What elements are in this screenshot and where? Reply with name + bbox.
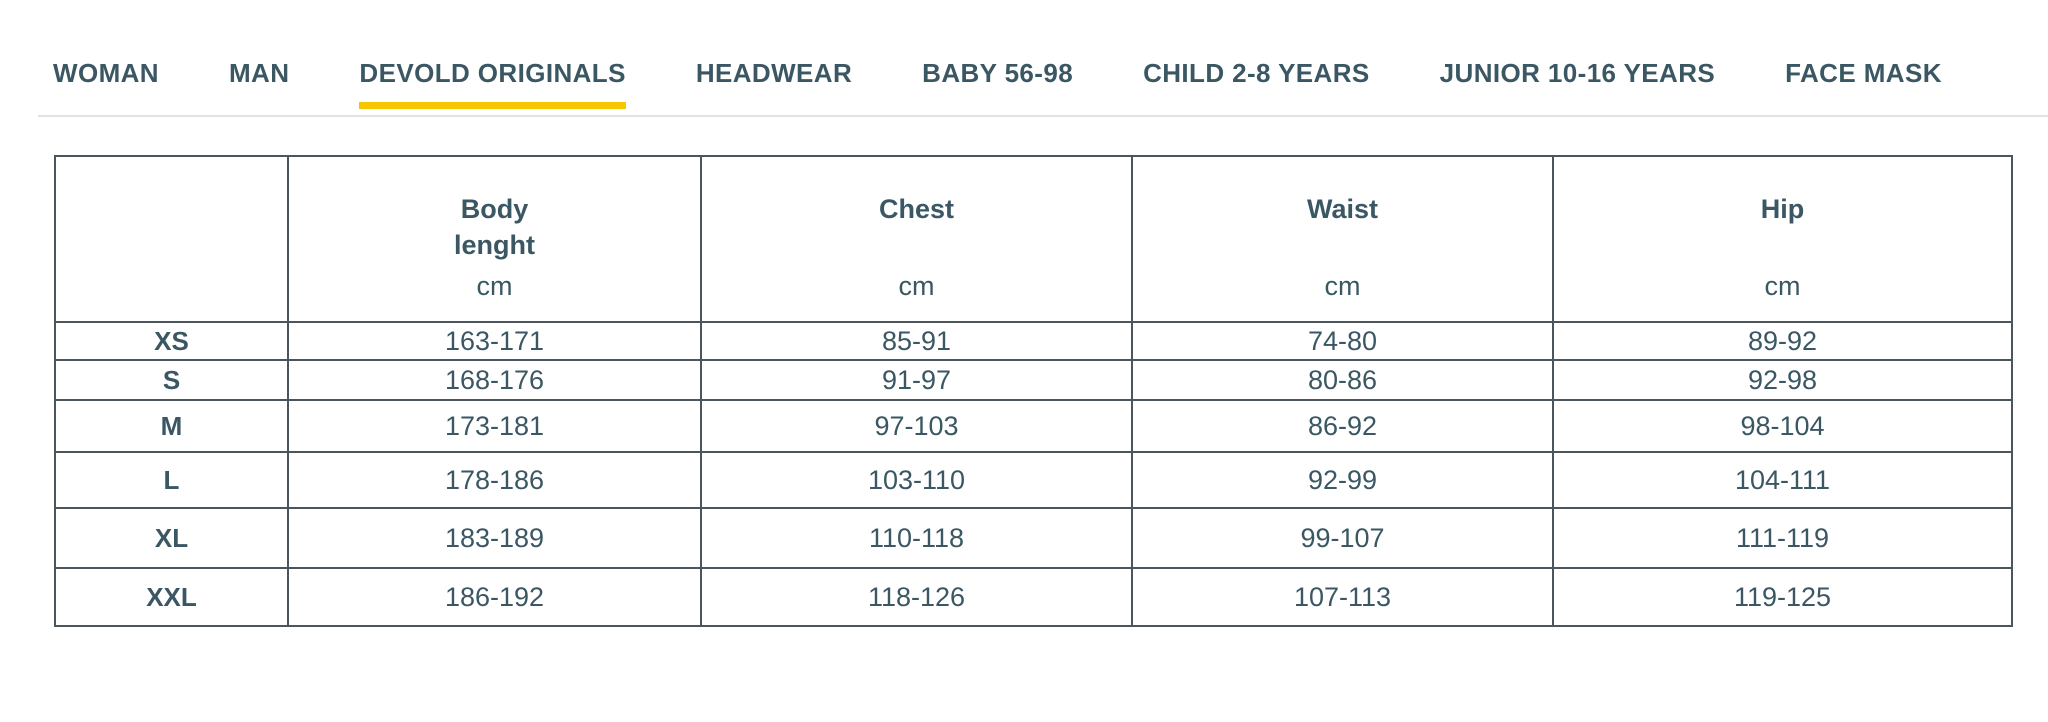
column-header-body-length: Body lenght cm <box>287 155 702 323</box>
table-header-row: Body lenght cm Chest cm Waist cm Hip <box>54 155 2013 323</box>
tab-bar-divider <box>38 115 2048 117</box>
hip-value: 111-119 <box>1552 507 2013 569</box>
body-length-value: 183-189 <box>287 507 702 569</box>
tab-face-mask[interactable]: FACE MASK <box>1785 58 1942 88</box>
size-label: M <box>54 399 289 453</box>
column-unit: cm <box>476 271 513 301</box>
hip-value: 104-111 <box>1552 451 2013 509</box>
chest-value: 97-103 <box>700 399 1133 453</box>
column-unit: cm <box>898 271 935 301</box>
table-row: M 173-181 97-103 86-92 98-104 <box>54 399 2013 453</box>
body-length-value: 173-181 <box>287 399 702 453</box>
table-row: S 168-176 91-97 80-86 92-98 <box>54 359 2013 401</box>
column-header-size <box>54 155 289 323</box>
chest-value: 110-118 <box>700 507 1133 569</box>
tab-headwear[interactable]: HEADWEAR <box>695 58 853 88</box>
body-length-value: 168-176 <box>287 359 702 401</box>
size-label: XXL <box>54 567 289 627</box>
waist-value: 92-99 <box>1131 451 1554 509</box>
hip-value: 89-92 <box>1552 321 2013 361</box>
size-label: XS <box>54 321 289 361</box>
body-length-value: 178-186 <box>287 451 702 509</box>
tab-man[interactable]: MAN <box>228 58 290 88</box>
column-title: Chest <box>878 194 954 224</box>
tab-child-2-8-years[interactable]: CHILD 2-8 YEARS <box>1143 58 1370 88</box>
column-header-waist: Waist cm <box>1131 155 1554 323</box>
size-chart-table: Body lenght cm Chest cm Waist cm Hip <box>54 155 2013 627</box>
tab-baby-56-98[interactable]: BABY 56-98 <box>922 58 1074 88</box>
size-label: L <box>54 451 289 509</box>
waist-value: 107-113 <box>1131 567 1554 627</box>
column-title: Hip <box>1760 194 1805 224</box>
column-title: Body lenght <box>454 194 535 260</box>
hip-value: 92-98 <box>1552 359 2013 401</box>
size-guide-category-tabs: WOMAN MAN DEVOLD ORIGINALS HEADWEAR BABY… <box>53 56 2048 109</box>
chest-value: 85-91 <box>700 321 1133 361</box>
tab-devold-originals[interactable]: DEVOLD ORIGINALS <box>359 58 627 109</box>
waist-value: 99-107 <box>1131 507 1554 569</box>
body-length-value: 186-192 <box>287 567 702 627</box>
table-row: XXL 186-192 118-126 107-113 119-125 <box>54 567 2013 627</box>
column-unit: cm <box>1324 271 1361 301</box>
column-header-chest: Chest cm <box>700 155 1133 323</box>
body-length-value: 163-171 <box>287 321 702 361</box>
size-label: S <box>54 359 289 401</box>
chest-value: 91-97 <box>700 359 1133 401</box>
tab-woman[interactable]: WOMAN <box>53 58 159 88</box>
waist-value: 74-80 <box>1131 321 1554 361</box>
chest-value: 103-110 <box>700 451 1133 509</box>
hip-value: 119-125 <box>1552 567 2013 627</box>
column-header-hip: Hip cm <box>1552 155 2013 323</box>
column-unit: cm <box>1764 271 1801 301</box>
size-label: XL <box>54 507 289 569</box>
table-row: XL 183-189 110-118 99-107 111-119 <box>54 507 2013 569</box>
hip-value: 98-104 <box>1552 399 2013 453</box>
column-title: Waist <box>1306 194 1378 224</box>
waist-value: 80-86 <box>1131 359 1554 401</box>
table-row: L 178-186 103-110 92-99 104-111 <box>54 451 2013 509</box>
chest-value: 118-126 <box>700 567 1133 627</box>
tab-junior-10-16-years[interactable]: JUNIOR 10-16 YEARS <box>1439 58 1716 88</box>
waist-value: 86-92 <box>1131 399 1554 453</box>
table-row: XS 163-171 85-91 74-80 89-92 <box>54 321 2013 361</box>
